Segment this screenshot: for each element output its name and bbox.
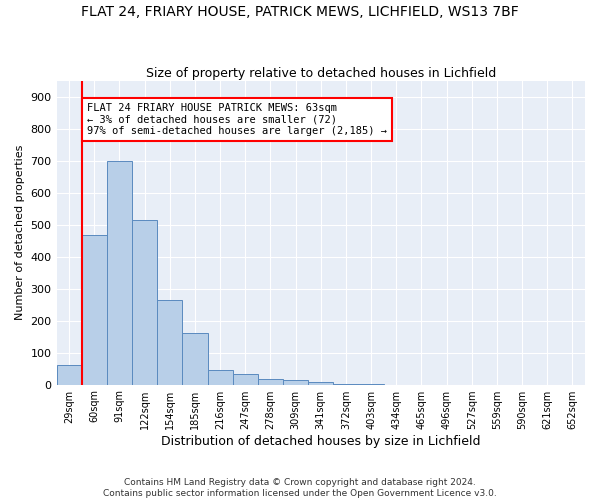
- Bar: [283, 380, 308, 384]
- Text: Contains HM Land Registry data © Crown copyright and database right 2024.
Contai: Contains HM Land Registry data © Crown c…: [103, 478, 497, 498]
- Bar: [132, 220, 157, 384]
- X-axis label: Distribution of detached houses by size in Lichfield: Distribution of detached houses by size …: [161, 434, 481, 448]
- Bar: [82, 235, 107, 384]
- Bar: [182, 334, 208, 384]
- Bar: [157, 300, 182, 384]
- Text: FLAT 24 FRIARY HOUSE PATRICK MEWS: 63sqm
← 3% of detached houses are smaller (72: FLAT 24 FRIARY HOUSE PATRICK MEWS: 63sqm…: [87, 103, 387, 136]
- Bar: [233, 374, 258, 384]
- Bar: [56, 366, 82, 384]
- Bar: [258, 379, 283, 384]
- Text: FLAT 24, FRIARY HOUSE, PATRICK MEWS, LICHFIELD, WS13 7BF: FLAT 24, FRIARY HOUSE, PATRICK MEWS, LIC…: [81, 5, 519, 19]
- Bar: [308, 382, 334, 384]
- Y-axis label: Number of detached properties: Number of detached properties: [15, 145, 25, 320]
- Bar: [208, 370, 233, 384]
- Title: Size of property relative to detached houses in Lichfield: Size of property relative to detached ho…: [146, 66, 496, 80]
- Bar: [107, 160, 132, 384]
